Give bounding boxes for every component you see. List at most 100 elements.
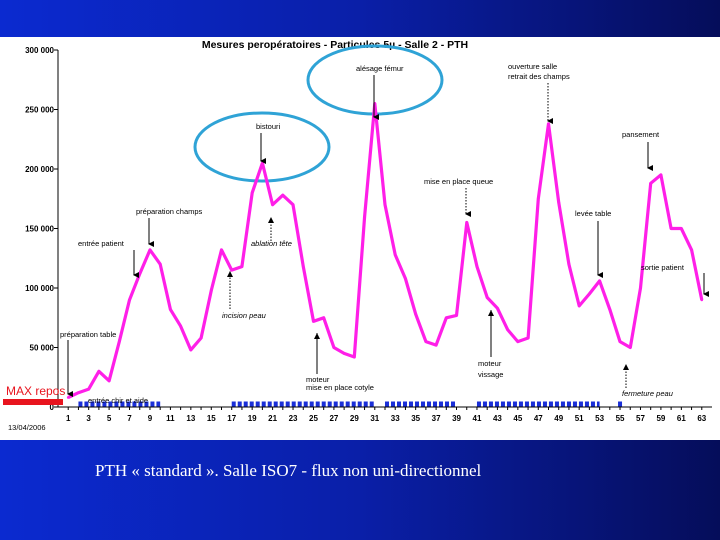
- annotation-label: incision peau: [222, 311, 267, 320]
- data-point: [312, 320, 315, 323]
- data-point: [516, 340, 520, 343]
- annotation-label: moteur: [478, 359, 502, 368]
- data-point: [465, 221, 469, 224]
- data-point: [496, 306, 499, 310]
- x-tick-label: 51: [575, 414, 584, 423]
- data-point: [261, 161, 264, 165]
- x-tick-label: 59: [656, 414, 665, 423]
- x-tick-label: 39: [452, 414, 461, 423]
- data-point: [199, 336, 203, 340]
- data-point: [240, 265, 244, 268]
- annotation-label: retrait des champs: [508, 72, 570, 81]
- max-repos-label: MAX repos: [6, 384, 65, 398]
- data-point: [690, 248, 693, 252]
- highlight-circle-bistouri: [193, 111, 331, 183]
- data-point: [281, 193, 285, 197]
- data-point: [536, 197, 540, 201]
- data-point: [138, 272, 142, 276]
- y-tick-label: 250 000: [25, 106, 54, 115]
- data-point: [301, 265, 305, 268]
- data-point: [557, 201, 561, 204]
- annotation-arrowhead: [227, 271, 233, 277]
- data-point: [445, 316, 448, 320]
- data-point: [700, 298, 704, 302]
- y-tick-label: 0: [50, 403, 55, 412]
- data-point: [404, 277, 407, 280]
- annotation-label: ouverture salle: [508, 62, 557, 71]
- data-point: [577, 304, 581, 308]
- x-tick-label: 25: [309, 414, 318, 423]
- x-tick-label: 23: [289, 414, 298, 423]
- annotation-label: entrée chir et aide: [88, 396, 148, 405]
- data-point: [179, 324, 182, 328]
- data-point: [424, 340, 428, 343]
- x-tick-label: 19: [248, 414, 257, 423]
- x-tick-label: 49: [554, 414, 563, 423]
- x-tick-label: 13: [186, 414, 195, 423]
- x-tick-label: 47: [534, 414, 543, 423]
- x-tick-label: 41: [473, 414, 482, 423]
- data-point: [107, 379, 111, 383]
- x-tick-label: 15: [207, 414, 216, 423]
- x-tick-label: 45: [513, 414, 522, 423]
- annotation-label: préparation table: [60, 330, 116, 339]
- y-tick-label: 300 000: [25, 46, 54, 55]
- x-tick-label: 29: [350, 414, 359, 423]
- annotation-arrowhead: [488, 310, 494, 316]
- annotation-label: alésage fémur: [356, 64, 404, 73]
- slide-caption: PTH « standard ». Salle ISO7 - flux non …: [95, 461, 482, 480]
- data-point: [353, 355, 356, 359]
- data-point: [128, 298, 131, 302]
- annotation-label: pansement: [622, 130, 660, 139]
- data-point: [598, 279, 601, 283]
- data-point: [169, 308, 172, 311]
- data-point: [148, 248, 152, 252]
- data-point: [271, 203, 274, 206]
- data-point: [230, 268, 234, 272]
- x-tick-label: 9: [148, 414, 153, 423]
- data-point: [547, 122, 550, 126]
- x-tick-label: 1: [66, 414, 71, 423]
- data-point: [158, 262, 162, 266]
- max-repos-bar: [3, 399, 63, 405]
- data-point: [455, 314, 458, 317]
- x-tick-label: 35: [411, 414, 420, 423]
- annotation-label: entrée patient: [78, 239, 125, 248]
- annotation-label: moteur: [306, 375, 330, 384]
- x-tick-label: 55: [616, 414, 625, 423]
- data-point: [567, 262, 571, 266]
- x-tick-label: 7: [127, 414, 132, 423]
- x-tick-label: 37: [432, 414, 441, 423]
- data-point: [209, 289, 213, 292]
- data-point: [77, 391, 80, 395]
- x-tick-label: 11: [166, 414, 175, 423]
- data-point: [414, 312, 417, 316]
- x-tick-label: 63: [697, 414, 706, 423]
- y-tick-label: 150 000: [25, 225, 54, 234]
- data-point: [87, 387, 90, 391]
- annotation-label: bistouri: [256, 122, 281, 131]
- x-tick-label: 57: [636, 414, 645, 423]
- data-point: [189, 348, 193, 352]
- annotation-label: fermeture peau: [622, 389, 674, 398]
- x-tick-label: 5: [107, 414, 112, 423]
- x-tick-label: 61: [677, 414, 686, 423]
- x-tick-label: 21: [268, 414, 277, 423]
- annotation-label: ablation tête: [251, 239, 292, 248]
- data-point: [250, 191, 254, 195]
- data-point: [322, 316, 325, 320]
- data-point: [649, 181, 652, 185]
- data-point: [220, 248, 223, 252]
- annotation-label: préparation champs: [136, 207, 203, 216]
- series-line: [67, 101, 704, 399]
- data-point: [291, 203, 295, 206]
- y-tick-label: 50 000: [30, 344, 55, 353]
- data-point: [628, 346, 632, 349]
- x-tick-label: 17: [227, 414, 236, 423]
- data-point: [363, 215, 366, 218]
- data-point: [342, 352, 346, 355]
- data-point: [669, 227, 673, 230]
- annotation-label: mise en place queue: [424, 177, 493, 186]
- x-tick-label: 31: [370, 414, 379, 423]
- data-point: [639, 286, 642, 290]
